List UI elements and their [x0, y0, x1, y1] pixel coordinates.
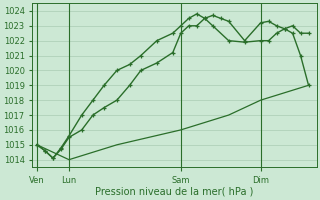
X-axis label: Pression niveau de la mer( hPa ): Pression niveau de la mer( hPa ) [95, 187, 253, 197]
